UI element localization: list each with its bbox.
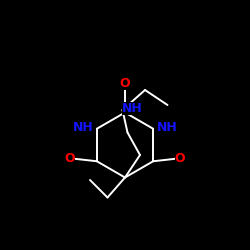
- Text: NH: NH: [156, 121, 177, 134]
- Text: O: O: [175, 152, 186, 165]
- Text: NH: NH: [73, 121, 94, 134]
- Text: O: O: [64, 152, 75, 165]
- Text: NH: NH: [122, 102, 143, 115]
- Text: O: O: [120, 77, 130, 90]
